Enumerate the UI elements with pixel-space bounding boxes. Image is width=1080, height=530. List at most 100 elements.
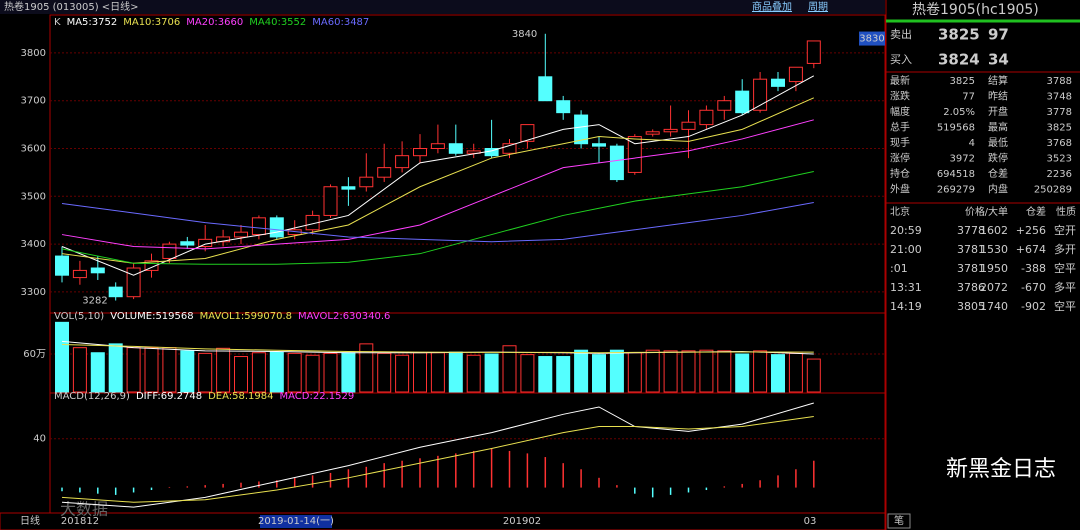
legend-label: MAVOL2: [298,311,343,322]
tick-cell: :01 [890,262,908,275]
legend: MACD(12,26,9) DIFF:69.2748 DEA:58.1984 MACD… [54,391,354,402]
candle-body [323,186,338,216]
candle-body [144,260,159,271]
volume-bar [520,354,535,393]
tick-header: 价格 [965,205,985,218]
stat-value: 3825 [950,76,975,87]
legend-value: 3552 [281,17,306,28]
volume-bar [198,352,213,393]
legend-value: 3487 [344,17,369,28]
stat-label: 总手 [890,121,910,134]
candle-body [735,90,750,114]
stat-label: 内盘 [988,183,1008,196]
stat-value: 519568 [937,123,975,134]
volume-bar [430,352,445,393]
date-cursor [260,515,332,528]
volume-bar [771,354,785,393]
overlay-link[interactable]: 商品叠加 [752,0,792,13]
volume-bar [788,352,803,393]
tick-cell: 14:19 [890,300,922,313]
volume-bar [806,358,821,393]
stat-label: 昨结 [988,90,1008,103]
stat-value: 3825 [1047,123,1072,134]
legend-value: 22.1529 [313,391,354,402]
volume-bar [645,349,660,393]
legend: VOL(5,10) VOLUME:519568 MAVOL1:599070.8 MAV… [54,311,390,322]
tick-cell: -388 [1021,262,1046,275]
tick-cell: -902 [1021,300,1046,313]
x-axis-label: 03 [804,516,817,527]
tick-cell: 空平 [1054,261,1076,275]
volume-bar [90,352,105,393]
tick-header: 性质 [1056,205,1076,218]
tick-header: 仓差 [1026,205,1046,218]
volume-bar [663,350,678,393]
candle-body [413,148,427,157]
indicator-line [61,402,814,508]
annotation: 3282 [82,296,107,307]
order-size: 97 [988,26,1009,44]
y-tick-label: 3800 [21,48,46,59]
candle-body [753,78,768,111]
volume-bar [609,349,624,393]
stat-label: 现手 [890,136,910,149]
candle-body [806,40,821,64]
volume-bar [735,353,750,393]
volume-bar [699,349,714,393]
stat-value: 4 [969,138,975,149]
tick-cell: 3778 [957,224,985,237]
stat-value: 269279 [937,185,975,196]
candle-body [627,136,642,173]
volume-bar [72,347,87,393]
stat-value: 694518 [937,169,975,180]
volume-bar [269,351,284,393]
volume-bar [395,354,410,393]
volume-bar [627,352,642,393]
stat-label: 涨停 [890,152,910,165]
legend-label: DIFF: [136,391,161,402]
candle-body [395,155,410,169]
top-bar [0,0,885,14]
stat-label: 最高 [988,121,1008,134]
y-tick-label: 3400 [21,239,46,250]
legend-value: 3706 [155,17,180,28]
stat-label: 最新 [890,74,910,87]
tick-cell: -670 [1021,281,1046,294]
volume-bar [144,347,159,393]
candle-body [466,150,481,154]
volume-bar [717,350,732,393]
stat-value: 3768 [1047,138,1072,149]
candle-body [574,114,589,145]
tick-cell: 1530 [980,243,1008,256]
tick-cell: 多开 [1054,242,1076,256]
tick-cell: 空平 [1054,299,1076,313]
legend-value: 3752 [92,17,117,28]
legend-label: K [54,17,61,28]
stat-label: 幅度 [890,105,910,118]
x-axis-label: 201812 [61,516,99,527]
stat-label: 外盘 [890,183,910,196]
indicator-line [61,170,814,265]
footer-box [887,513,911,529]
volume-bar [466,354,481,393]
legend-value: 3660 [218,17,243,28]
volume-bar [592,354,606,393]
order-label: 买入 [890,53,912,66]
stat-label: 结算 [988,74,1008,87]
candle-body [592,143,606,147]
tick-cell: 20:59 [890,224,922,237]
volume-bar [323,352,338,393]
stat-value: 2.05% [943,107,975,118]
window-title: 热卷1905 (013005) <日线> [4,0,139,13]
stat-value: 3972 [950,154,975,165]
period-link[interactable]: 周期 [808,1,828,13]
candle-body [55,255,69,276]
tick-cell: 空开 [1054,223,1076,237]
candle-body [72,269,87,279]
tick-cell: 多平 [1054,280,1076,294]
legend-value: 69.2748 [161,391,202,402]
candle-body [251,217,266,236]
legend: K MA5:3752 MA10:3706 MA20:3660 MA40:3552 MA60… [54,17,369,28]
candle-body [269,217,284,238]
